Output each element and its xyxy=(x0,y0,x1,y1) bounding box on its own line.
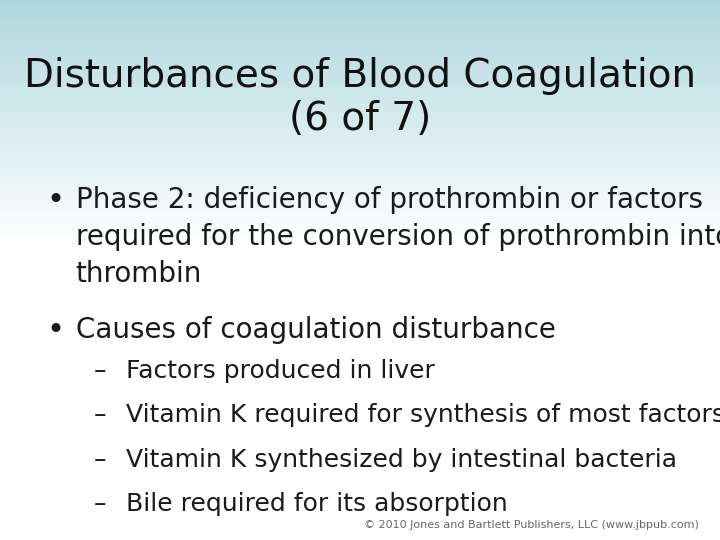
Text: –: – xyxy=(94,492,106,516)
Text: •: • xyxy=(47,186,65,215)
Text: Vitamin K synthesized by intestinal bacteria: Vitamin K synthesized by intestinal bact… xyxy=(126,448,677,471)
Text: –: – xyxy=(94,359,106,383)
Text: Disturbances of Blood Coagulation: Disturbances of Blood Coagulation xyxy=(24,57,696,94)
Text: •: • xyxy=(47,316,65,345)
Text: Bile required for its absorption: Bile required for its absorption xyxy=(126,492,508,516)
Text: –: – xyxy=(94,448,106,471)
Text: –: – xyxy=(94,403,106,427)
Text: Causes of coagulation disturbance: Causes of coagulation disturbance xyxy=(76,316,555,344)
Text: Vitamin K required for synthesis of most factors: Vitamin K required for synthesis of most… xyxy=(126,403,720,427)
Text: (6 of 7): (6 of 7) xyxy=(289,100,431,138)
Text: Factors produced in liver: Factors produced in liver xyxy=(126,359,435,383)
Text: Phase 2: deficiency of prothrombin or factors
required for the conversion of pro: Phase 2: deficiency of prothrombin or fa… xyxy=(76,186,720,288)
Text: © 2010 Jones and Bartlett Publishers, LLC (www.jbpub.com): © 2010 Jones and Bartlett Publishers, LL… xyxy=(364,520,698,530)
